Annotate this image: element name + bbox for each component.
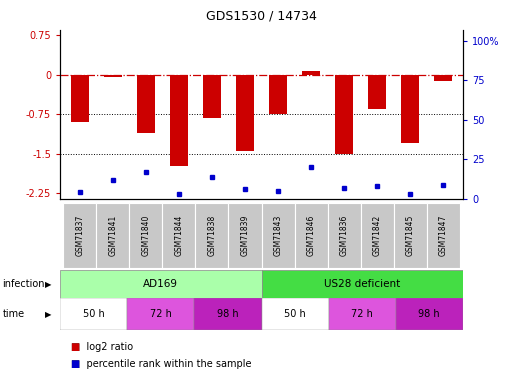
- Text: ▶: ▶: [45, 280, 51, 289]
- Text: GSM71842: GSM71842: [372, 214, 382, 256]
- Text: time: time: [3, 309, 25, 319]
- Bar: [71, 75, 89, 122]
- Text: GDS1530 / 14734: GDS1530 / 14734: [206, 9, 317, 22]
- Text: GSM71836: GSM71836: [339, 214, 348, 256]
- Text: GSM71846: GSM71846: [306, 214, 315, 256]
- Bar: [294, 202, 327, 268]
- Text: GSM71837: GSM71837: [75, 214, 84, 256]
- Text: GSM71839: GSM71839: [241, 214, 249, 256]
- Bar: [60, 270, 262, 298]
- Text: 50 h: 50 h: [83, 309, 105, 319]
- Bar: [130, 202, 163, 268]
- Bar: [195, 298, 262, 330]
- Text: ■  percentile rank within the sample: ■ percentile rank within the sample: [71, 359, 251, 369]
- Text: infection: infection: [3, 279, 45, 289]
- Text: 98 h: 98 h: [217, 309, 239, 319]
- Text: ■: ■: [71, 342, 80, 352]
- Text: 50 h: 50 h: [284, 309, 306, 319]
- Bar: [269, 75, 287, 114]
- Text: GSM71843: GSM71843: [274, 214, 282, 256]
- Bar: [63, 202, 96, 268]
- Bar: [335, 75, 353, 154]
- Bar: [396, 298, 463, 330]
- Bar: [368, 75, 386, 109]
- Bar: [163, 202, 196, 268]
- Text: 72 h: 72 h: [351, 309, 373, 319]
- Text: ▶: ▶: [45, 310, 51, 319]
- Bar: [127, 298, 195, 330]
- Text: GSM71844: GSM71844: [175, 214, 184, 256]
- Text: ■  log2 ratio: ■ log2 ratio: [71, 342, 133, 352]
- Text: 98 h: 98 h: [418, 309, 440, 319]
- Bar: [60, 298, 127, 330]
- Bar: [401, 75, 419, 143]
- Bar: [393, 202, 427, 268]
- Text: AD169: AD169: [143, 279, 178, 289]
- Bar: [262, 270, 463, 298]
- Bar: [327, 202, 360, 268]
- Bar: [104, 75, 122, 78]
- Bar: [434, 75, 452, 81]
- Text: GSM71847: GSM71847: [439, 214, 448, 256]
- Bar: [262, 202, 294, 268]
- Text: ■: ■: [71, 359, 80, 369]
- Bar: [262, 298, 328, 330]
- Bar: [196, 202, 229, 268]
- Bar: [137, 75, 155, 133]
- Text: 72 h: 72 h: [150, 309, 172, 319]
- Bar: [229, 202, 262, 268]
- Text: GSM71845: GSM71845: [405, 214, 415, 256]
- Text: GSM71840: GSM71840: [141, 214, 151, 256]
- Bar: [328, 298, 396, 330]
- Bar: [236, 75, 254, 151]
- Text: GSM71841: GSM71841: [108, 214, 118, 256]
- Bar: [203, 75, 221, 118]
- Text: US28 deficient: US28 deficient: [324, 279, 400, 289]
- Bar: [96, 202, 130, 268]
- Bar: [170, 75, 188, 165]
- Text: GSM71838: GSM71838: [208, 214, 217, 256]
- Bar: [427, 202, 460, 268]
- Bar: [302, 71, 320, 75]
- Bar: [360, 202, 393, 268]
